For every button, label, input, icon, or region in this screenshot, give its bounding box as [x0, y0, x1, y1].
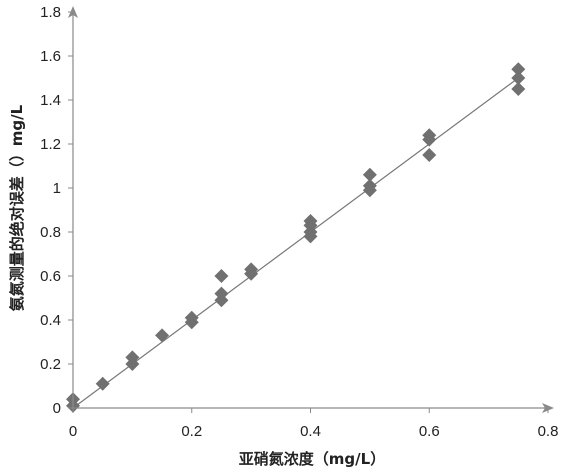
data-point: [184, 315, 199, 330]
y-tick-label: 1.4: [40, 92, 61, 109]
y-tick-label: 0.8: [40, 224, 61, 241]
data-point: [214, 293, 229, 308]
plot-marks: [66, 62, 526, 413]
data-point: [214, 269, 229, 283]
data-point: [362, 167, 377, 182]
data-point: [511, 71, 526, 85]
x-tick-label: 0.6: [419, 423, 440, 440]
y-tick-label: 0.6: [40, 268, 61, 285]
y-tick-label: 0.4: [40, 312, 61, 329]
y-tick-label: 1.2: [40, 136, 61, 153]
y-tick-label: 1.6: [40, 48, 61, 65]
data-point: [95, 376, 110, 391]
y-tick-label: 0.2: [40, 356, 61, 373]
y-axis-label: 氨氮测量的绝对误差（）mg/L: [8, 104, 26, 311]
trendline: [72, 77, 519, 409]
tick-labels: 0 0.2 0.4 0.6 0.8 0 0.2 0.4 0.6 0.8 1 1.2 1.4 1.6 1.8: [40, 4, 558, 440]
y-tick-label: 1.8: [40, 4, 61, 21]
data-point: [125, 357, 140, 371]
y-tick-label: 0: [53, 400, 61, 417]
x-tick-label: 0.2: [181, 423, 202, 440]
x-tick-label: 0.8: [538, 423, 559, 440]
axes: [68, 6, 554, 413]
x-tick-label: 0.4: [300, 423, 321, 440]
data-point: [422, 148, 437, 162]
x-axis-label: 亚硝氮浓度（mg/L）: [239, 450, 385, 468]
data-point: [511, 62, 526, 77]
data-point: [244, 266, 259, 281]
data-point: [511, 82, 526, 96]
data-point: [422, 132, 437, 147]
data-point: [303, 229, 318, 244]
x-tick-label: 0: [69, 423, 77, 440]
data-point: [155, 328, 170, 343]
y-tick-label: 1: [53, 180, 61, 197]
data-point: [362, 183, 377, 198]
